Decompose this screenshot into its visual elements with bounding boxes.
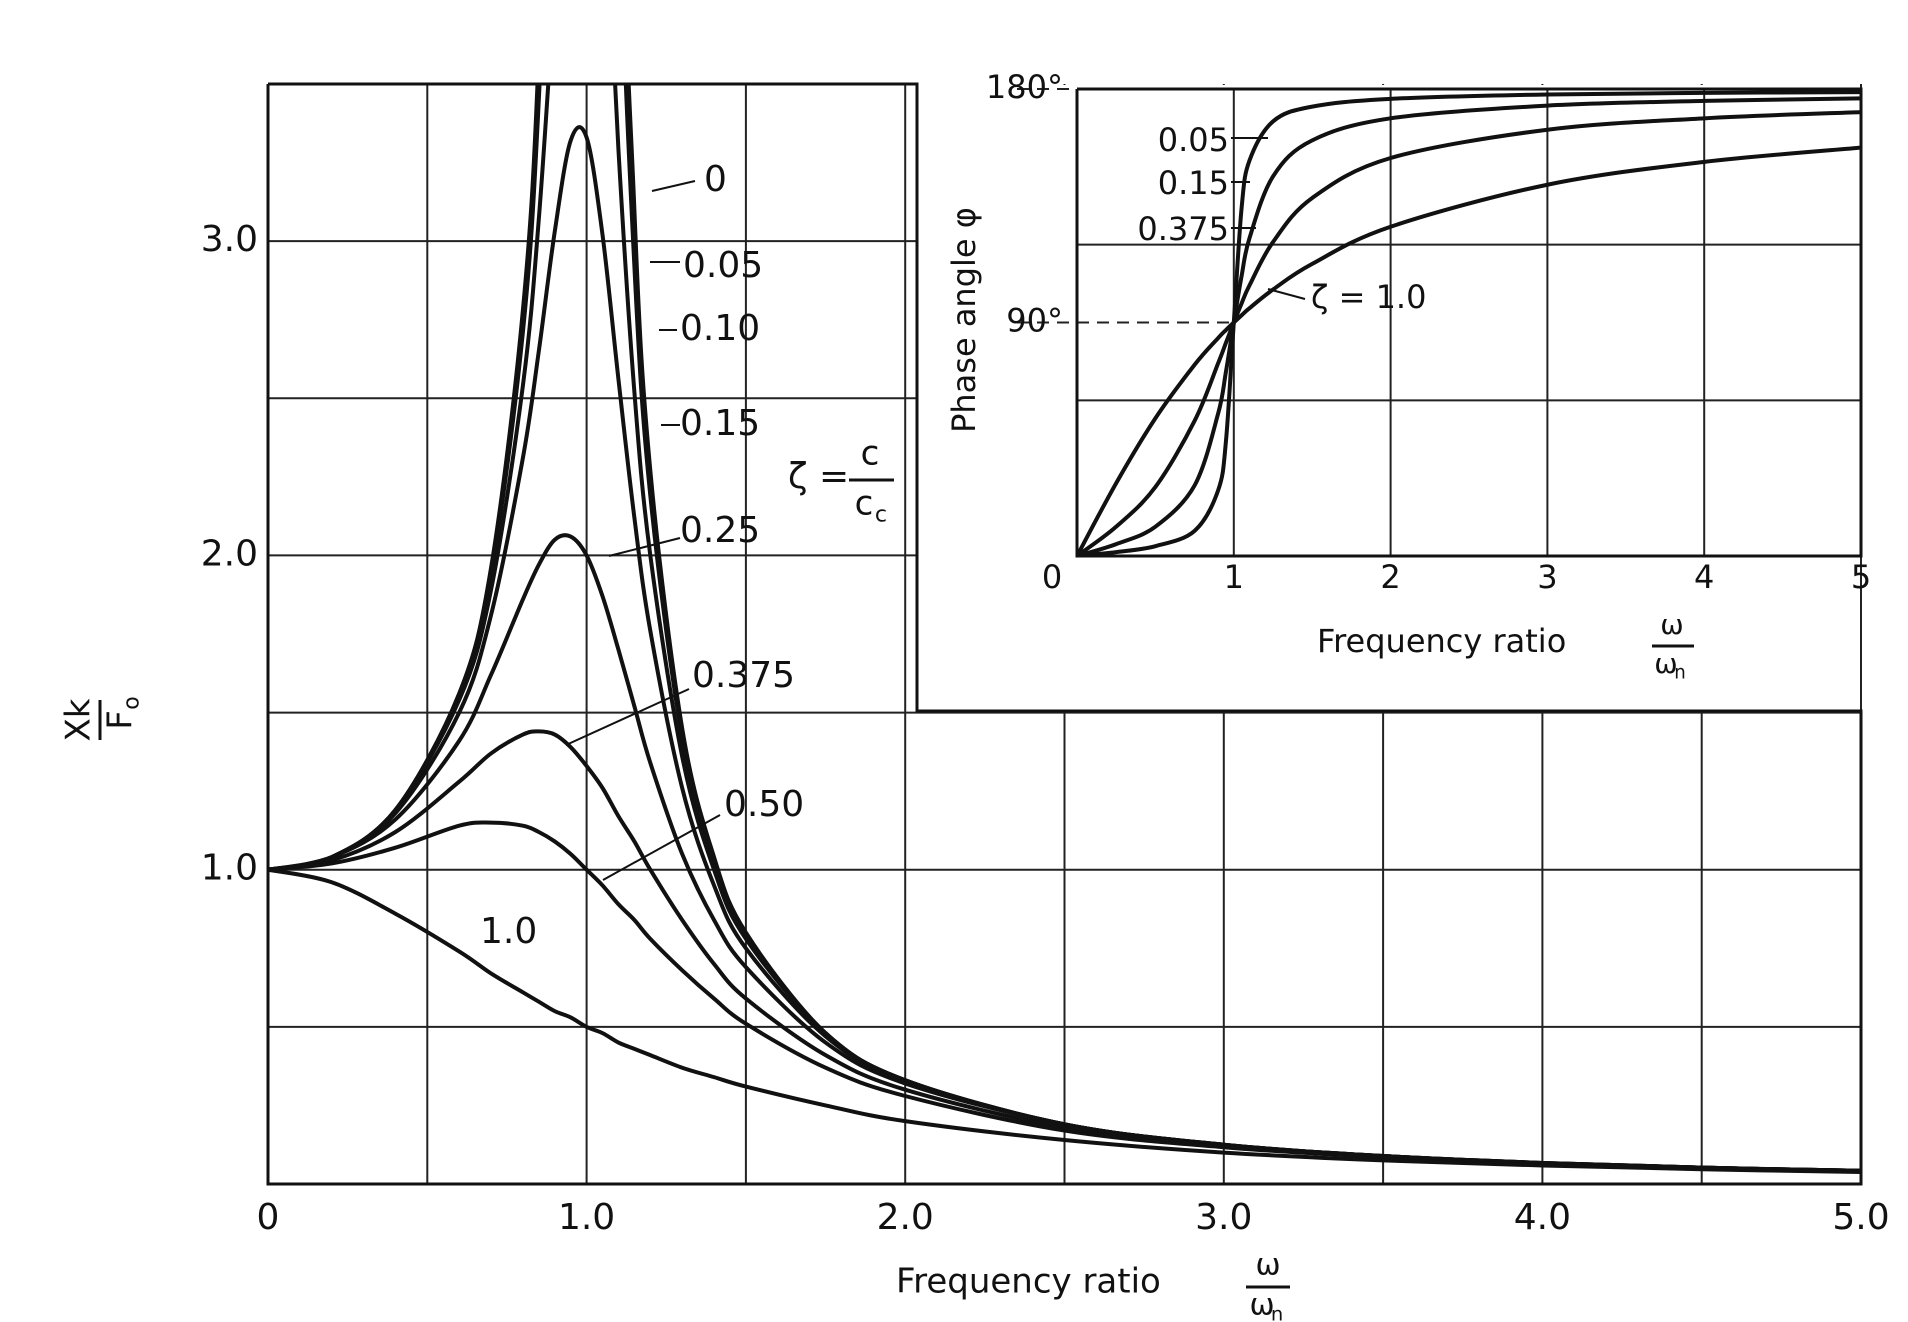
y-tick-label: 90° — [1006, 302, 1063, 340]
fraction-numerator: ω — [1660, 608, 1683, 641]
inset-area — [918, 85, 1860, 710]
x-tick-label: 5 — [1851, 558, 1871, 596]
leader-line — [602, 814, 721, 881]
x-tick-label: 3 — [1537, 558, 1557, 596]
plot-frame — [266, 82, 1863, 1186]
y-axis-title: Phase angle φ — [945, 207, 983, 433]
x-tick-label: 1.0 — [558, 1197, 615, 1238]
leader-line — [608, 537, 681, 557]
y-tick-label: 180° — [986, 68, 1063, 106]
x-tick-label: 2 — [1380, 558, 1400, 596]
series-label: 0.05 — [1158, 121, 1229, 159]
series-line — [1077, 96, 1861, 556]
x-tick-label: 3.0 — [1195, 1197, 1252, 1238]
fraction-subscript: c — [875, 502, 887, 528]
fraction-denominator: c — [855, 484, 874, 524]
series-label: 0.15 — [1158, 164, 1229, 202]
fraction-denominator: ω — [1654, 647, 1677, 680]
y-tick-label: 1.0 — [201, 848, 258, 889]
series-line — [268, 820, 1861, 1174]
series-label: 0.375 — [1137, 210, 1229, 248]
fraction-subscript: n — [1271, 1303, 1283, 1322]
fraction-numerator: ω — [1255, 1248, 1280, 1283]
y-tick-label: 3.0 — [201, 219, 258, 260]
leader-line — [1267, 288, 1306, 300]
fraction-numerator: Xk — [59, 698, 99, 741]
x-tick-label: 1 — [1224, 558, 1244, 596]
x-axis-title: Frequency ratio — [896, 1262, 1161, 1302]
series-label: ζ = 1.0 — [1311, 278, 1426, 316]
y-tick-label: 2.0 — [201, 533, 258, 574]
x-axis-title: Frequency ratio — [1317, 622, 1566, 660]
plot-frame — [1075, 87, 1863, 558]
x-tick-label: 2.0 — [877, 1197, 934, 1238]
x-tick-label: 0 — [257, 1197, 280, 1238]
fraction-subscript: o — [119, 696, 145, 710]
fraction-denominator: F — [101, 710, 141, 730]
series-label: 0 — [704, 159, 727, 200]
x-tick-label: 4.0 — [1514, 1197, 1571, 1238]
series-label: 0.05 — [683, 245, 763, 286]
series-line — [1077, 145, 1861, 556]
fraction-numerator: c — [861, 434, 880, 474]
series-label: 0.375 — [692, 655, 795, 696]
leader-line — [651, 180, 696, 192]
leader-line — [565, 688, 690, 746]
fraction-subscript: n — [1674, 662, 1686, 683]
series-line — [1077, 90, 1861, 556]
fraction-denominator: ω — [1249, 1288, 1274, 1322]
x-tick-label: 4 — [1694, 558, 1714, 596]
series-label: 0.50 — [724, 784, 804, 825]
series-line — [268, 867, 1861, 1175]
series-label: 0.10 — [680, 308, 760, 349]
x-tick-label: 5.0 — [1832, 1197, 1889, 1238]
series-label: 0.15 — [680, 403, 760, 444]
series-label: 0.25 — [680, 510, 760, 551]
series-label: 1.0 — [480, 911, 537, 952]
series-line — [1077, 110, 1861, 556]
x-tick-label: 0 — [1042, 558, 1062, 596]
zeta-label: ζ = — [788, 456, 849, 497]
